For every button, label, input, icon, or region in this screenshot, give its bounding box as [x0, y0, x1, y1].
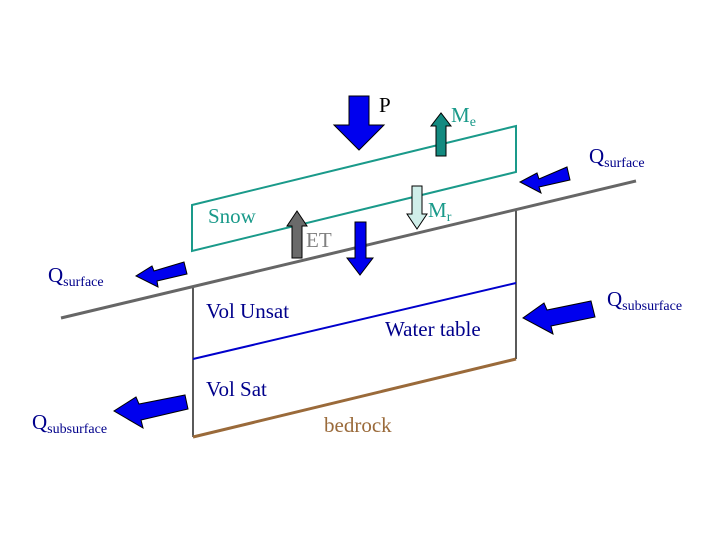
melt-runoff-label: Mr	[428, 198, 452, 225]
bedrock-line	[192, 357, 517, 439]
precipitation-arrow-icon	[332, 95, 386, 151]
water-table-line	[192, 282, 517, 360]
vol-unsat-label: Vol Unsat	[206, 299, 289, 323]
q-subsurface-out-label: Qsubsurface	[32, 410, 107, 437]
q-surface-in-arrow-icon	[518, 166, 571, 195]
q-surface-out-arrow-icon	[134, 261, 188, 288]
precip-label: P	[379, 93, 391, 117]
snow-label: Snow	[208, 204, 257, 228]
melt-evap-arrow-icon	[429, 112, 453, 157]
q-surface-in-label: Qsurface	[589, 144, 645, 171]
infiltration-arrow-icon	[345, 221, 375, 276]
q-subsurface-in-arrow-icon	[522, 300, 596, 335]
q-subsurface-in-label: Qsubsurface	[607, 287, 682, 314]
snow-pack	[191, 124, 517, 253]
q-subsurface-out-arrow-icon	[113, 394, 189, 430]
q-surface-out-label: Qsurface	[48, 263, 104, 290]
et-arrow-icon	[286, 210, 308, 259]
bedrock-label: bedrock	[324, 413, 392, 437]
melt-evap-label: Me	[451, 103, 476, 130]
melt-runoff-arrow-icon	[406, 185, 428, 230]
et-label: ET	[306, 228, 332, 252]
water-table-label: Water table	[385, 317, 481, 341]
vol-sat-label: Vol Sat	[206, 377, 267, 401]
ground-surface-line	[60, 179, 637, 320]
